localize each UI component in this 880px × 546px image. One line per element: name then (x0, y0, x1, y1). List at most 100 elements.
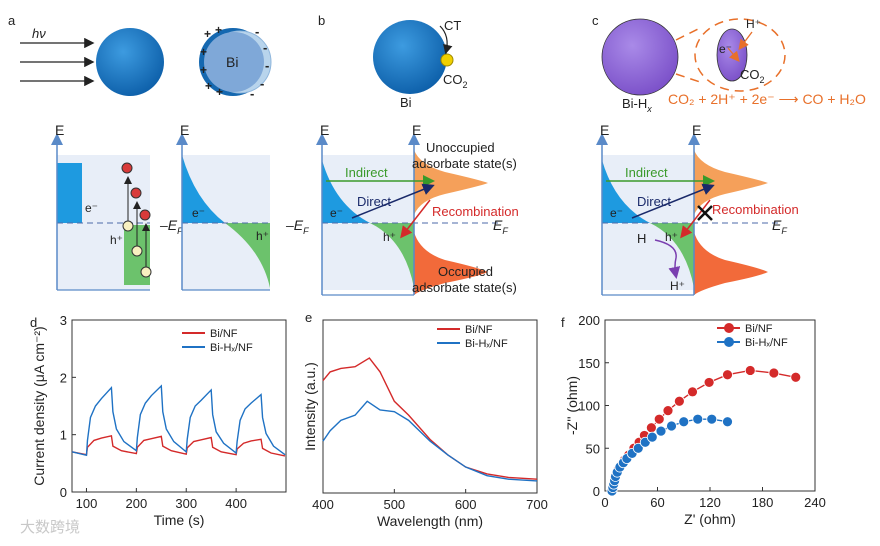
energy-diagram-b (316, 133, 500, 296)
energy-axis-label: E (320, 122, 329, 138)
chart-e: 400 500 600 700 Wavelength (nm) Intensity (a.… (302, 319, 548, 529)
y-tick-label: 2 (60, 370, 67, 385)
legend-marker (724, 323, 734, 333)
data-point (703, 377, 715, 388)
legend-label: Bi-Hₓ/NF (465, 338, 508, 350)
series-line-1 (71, 384, 286, 457)
chart-f: 0 60 120 180 240 0 50 100 150 200 Z' (ohm) -Z'' (oh… (564, 313, 826, 527)
energy-diagram-a-light (176, 133, 270, 291)
direct-label: Direct (637, 194, 671, 209)
x-tick-label: 100 (76, 496, 98, 511)
light-arrows (20, 37, 95, 87)
data-point (692, 413, 704, 425)
x-tick-label: 300 (175, 496, 197, 511)
panel-label-e: e (305, 310, 312, 325)
data-point (632, 442, 644, 454)
svg-text:-: - (260, 76, 264, 91)
svg-text:-: - (265, 58, 269, 73)
fermi-level-label: –EF (159, 217, 183, 236)
co2-label-c: CO2 (740, 67, 765, 85)
legend-label: Bi/NF (210, 328, 238, 340)
data-point (706, 413, 718, 425)
series-line-0 (322, 357, 538, 480)
bi-particle-b (373, 20, 447, 94)
e-minus-c: e⁻ (719, 42, 732, 56)
data-point (722, 416, 733, 428)
svg-text:-: - (263, 40, 267, 55)
x-tick-label: 0 (601, 495, 608, 510)
series-line-0 (71, 434, 286, 457)
y-axis-label: -Z'' (ohm) (564, 376, 580, 435)
panel-label-d: d (30, 315, 37, 330)
zoom-lines (675, 27, 701, 83)
panel-label-f: f (561, 315, 565, 330)
ct-label: CT (444, 18, 461, 33)
x-tick-label: 240 (804, 495, 826, 510)
watermark: 大数跨境 (20, 518, 80, 536)
x-axis-label: Wavelength (nm) (377, 513, 483, 529)
h-plus-product-label: H⁺ (670, 279, 685, 293)
direct-label: Direct (357, 194, 391, 209)
legend-label: Bi/NF (465, 324, 493, 336)
ct-arrow (439, 25, 453, 55)
data-point (666, 420, 677, 432)
data-point (646, 431, 658, 443)
y-tick-label: 200 (578, 313, 600, 328)
panel-label-a: a (8, 13, 16, 28)
bi-polarized-particle: ++ ++ ++ -- -- - (199, 23, 272, 101)
bi-label-b: Bi (400, 95, 412, 110)
energy-axis-label: E (692, 122, 701, 138)
plot-frame (322, 319, 538, 494)
fermi-level-label: –EF (285, 217, 309, 236)
zoom-dashed-ellipse (694, 18, 786, 92)
x-tick-label: 500 (383, 497, 405, 512)
data-point (790, 371, 802, 383)
energy-diagram-c (596, 133, 780, 296)
x-axis-label: Z' (ohm) (684, 511, 736, 527)
e-minus-label: e⁻ (85, 201, 98, 215)
energy-axis-label: E (180, 122, 189, 138)
energy-axis-label: E (55, 122, 64, 138)
legend-label: Bi-Hₓ/NF (210, 342, 253, 354)
data-point (744, 365, 756, 376)
svg-text:+: + (215, 23, 222, 37)
svg-text:+: + (205, 79, 212, 93)
y-tick-label: 3 (60, 313, 67, 328)
recombination-label: Recombination (712, 202, 799, 217)
legend-label: Bi/NF (745, 323, 773, 335)
series-line-0 (611, 369, 796, 492)
bi-particle (96, 28, 164, 96)
recombination-label: Recombination (432, 204, 519, 219)
bi-text: Bi (226, 54, 238, 70)
unoccupied-label: Unoccupied (426, 140, 495, 155)
y-tick-label: 50 (586, 441, 600, 456)
e-minus-label: e⁻ (330, 206, 343, 220)
x-tick-label: 700 (526, 497, 548, 512)
chart-d: 100 200 300 400 0 1 2 3 Time (s) Current density … (31, 313, 287, 528)
h-plus-label: h⁺ (110, 233, 123, 247)
svg-text:+: + (204, 27, 211, 41)
occupied-label: Occupied (438, 264, 493, 279)
legend-marker (724, 337, 734, 347)
svg-text:+: + (200, 45, 207, 59)
y-axis-label: Current density (μA cm⁻²) (31, 326, 47, 485)
data-point (653, 413, 665, 425)
series-line-1 (322, 400, 538, 482)
co2-label-b: CO2 (443, 72, 468, 90)
e-minus-label: e⁻ (192, 206, 205, 220)
x-tick-label: 60 (650, 495, 664, 510)
x-tick-label: 200 (125, 496, 147, 511)
fermi-level-label: EF (772, 217, 787, 236)
x-tick-label: 180 (752, 495, 774, 510)
svg-text:-: - (250, 86, 254, 101)
h-label: H (637, 231, 646, 246)
indirect-label: Indirect (625, 165, 668, 180)
x-tick-label: 600 (455, 497, 477, 512)
y-tick-label: 1 (60, 428, 67, 443)
e-minus-label: e⁻ (610, 206, 623, 220)
y-tick-label: 100 (578, 399, 600, 414)
data-point (722, 369, 733, 381)
h-plus-label: h⁺ (665, 230, 678, 244)
x-tick-label: 120 (699, 495, 721, 510)
